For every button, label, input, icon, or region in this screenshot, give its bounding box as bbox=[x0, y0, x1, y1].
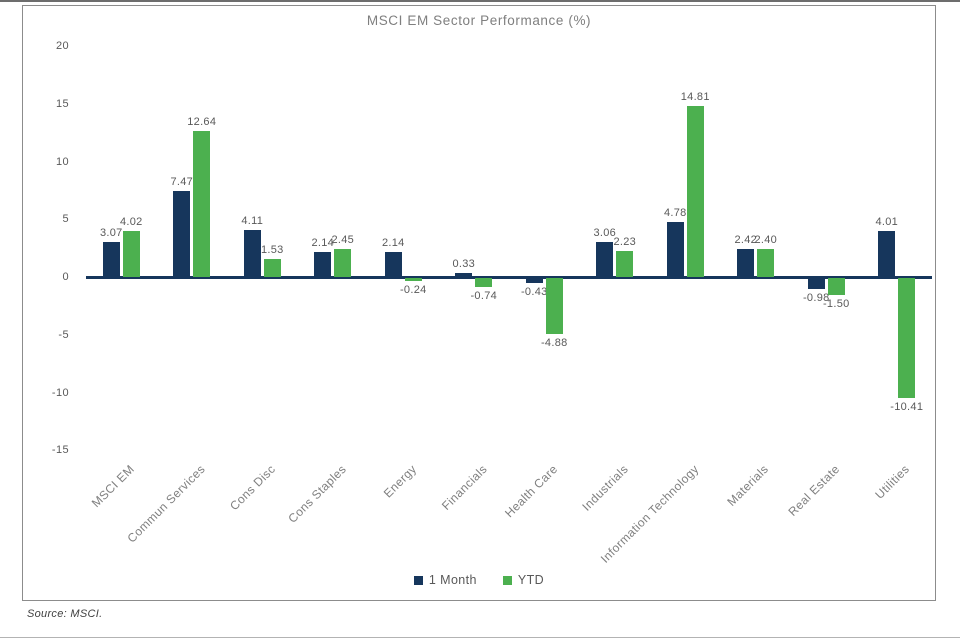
bar-ytd bbox=[263, 259, 281, 277]
zero-axis-line bbox=[86, 276, 932, 279]
value-label: 7.47 bbox=[170, 175, 194, 188]
bar-ytd bbox=[545, 278, 563, 335]
value-label: -0.24 bbox=[399, 283, 427, 296]
legend-swatch-1-month bbox=[413, 575, 423, 585]
y-axis-tick: 20 bbox=[55, 40, 69, 52]
x-axis-label-text: MSCI EM bbox=[88, 462, 138, 511]
value-label: 0.33 bbox=[452, 258, 476, 271]
chart-frame: MSCI EM Sector Performance (%) 1 Month Y… bbox=[22, 5, 936, 601]
x-axis-label-text: Commun Services bbox=[124, 462, 208, 546]
bar-1-month bbox=[384, 252, 402, 277]
bar-1-month bbox=[737, 249, 755, 277]
value-label: 12.64 bbox=[187, 116, 217, 128]
value-label: 2.14 bbox=[311, 237, 335, 250]
bar-1-month bbox=[666, 221, 684, 277]
value-label: 14.81 bbox=[680, 90, 710, 103]
x-axis-label-text: Utilities bbox=[872, 462, 913, 502]
x-axis-label-text: Energy bbox=[380, 462, 420, 501]
bar-ytd bbox=[404, 278, 422, 281]
legend: 1 Month YTD bbox=[23, 573, 935, 587]
bar-ytd bbox=[827, 278, 845, 296]
x-axis-label-text: Materials bbox=[724, 462, 772, 509]
bar-1-month bbox=[596, 241, 614, 277]
bar-ytd bbox=[193, 131, 211, 277]
bar-ytd bbox=[475, 278, 493, 287]
bar-ytd bbox=[898, 278, 916, 399]
bar-1-month bbox=[314, 252, 332, 277]
bar-ytd bbox=[616, 251, 634, 277]
value-label: 4.11 bbox=[241, 214, 264, 227]
value-label: -1.50 bbox=[822, 298, 850, 311]
bar-ytd bbox=[122, 230, 140, 277]
top-divider bbox=[0, 0, 960, 2]
value-label: 2.23 bbox=[613, 236, 637, 249]
value-label: 4.01 bbox=[875, 215, 899, 228]
y-axis-tick: -10 bbox=[51, 386, 69, 399]
value-label: -0.43 bbox=[520, 285, 548, 298]
bar-1-month bbox=[807, 278, 825, 290]
x-axis-label-text: Financials bbox=[438, 462, 490, 513]
legend-label-ytd: YTD bbox=[517, 573, 545, 587]
value-label: 4.02 bbox=[119, 215, 143, 228]
source-note: Source: MSCI. bbox=[27, 608, 103, 620]
x-axis-label-text: Cons Staples bbox=[284, 462, 349, 526]
value-label: 1.53 bbox=[260, 244, 284, 257]
y-axis-tick: 5 bbox=[62, 213, 69, 226]
bar-1-month bbox=[173, 190, 191, 277]
value-label: 4.78 bbox=[663, 206, 687, 219]
value-label: -4.88 bbox=[540, 337, 568, 350]
bar-ytd bbox=[334, 248, 352, 277]
bottom-divider bbox=[0, 637, 960, 638]
value-label: 3.06 bbox=[593, 226, 617, 239]
value-label: 3.07 bbox=[99, 226, 123, 239]
bar-1-month bbox=[878, 230, 896, 277]
y-axis-tick: 15 bbox=[55, 97, 69, 110]
value-label: -0.74 bbox=[470, 289, 498, 302]
value-label: 2.42 bbox=[734, 234, 758, 247]
x-axis-label-text: Health Care bbox=[501, 462, 561, 521]
bar-1-month bbox=[102, 241, 120, 277]
value-label: 2.14 bbox=[381, 237, 405, 250]
bar-ytd bbox=[686, 105, 704, 277]
legend-label-1-month: 1 Month bbox=[428, 573, 477, 587]
legend-item-1-month: 1 Month bbox=[413, 573, 477, 587]
value-label: 2.45 bbox=[331, 233, 355, 246]
x-axis-label-text: Industrials bbox=[578, 462, 631, 514]
bar-ytd bbox=[757, 249, 775, 277]
bar-1-month bbox=[525, 278, 543, 283]
y-axis-tick: -15 bbox=[51, 444, 69, 457]
x-axis-label-text: Real Estate bbox=[785, 462, 843, 519]
y-axis-tick: 10 bbox=[55, 155, 69, 168]
chart-title: MSCI EM Sector Performance (%) bbox=[366, 13, 592, 28]
y-axis-tick: -5 bbox=[58, 328, 69, 341]
value-label: -0.98 bbox=[802, 292, 830, 305]
bar-1-month bbox=[243, 229, 261, 277]
legend-item-ytd: YTD bbox=[502, 573, 545, 587]
y-axis-tick: 0 bbox=[62, 271, 69, 283]
value-label: 2.40 bbox=[754, 234, 778, 247]
value-label: -10.41 bbox=[890, 401, 924, 414]
bar-1-month bbox=[455, 273, 473, 277]
legend-swatch-ytd bbox=[502, 575, 512, 585]
x-axis-label-text: Cons Disc bbox=[227, 462, 279, 514]
